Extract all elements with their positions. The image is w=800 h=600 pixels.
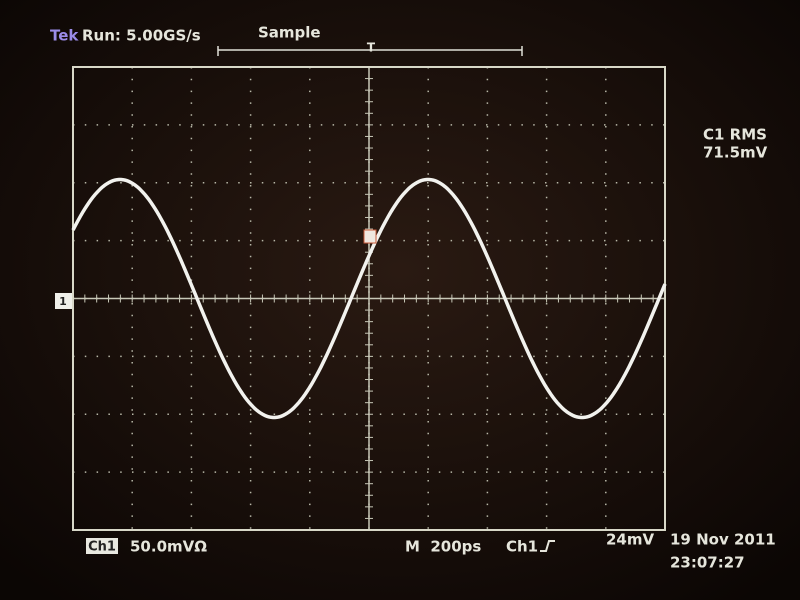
waveform <box>71 177 667 420</box>
channel-marker-box <box>55 293 72 309</box>
channel-box <box>86 538 118 554</box>
trigger-slope-icon <box>540 540 555 552</box>
timebase: M 200ps <box>405 538 481 556</box>
vertical-scale: 50.0mVΩ <box>130 538 207 556</box>
run-status: Run: 5.00GS/s <box>82 27 201 45</box>
channel-marker: 1 <box>59 295 67 308</box>
graticule-border <box>72 66 666 531</box>
trigger-position: T <box>367 41 376 55</box>
channel-label: Ch1 <box>88 540 116 555</box>
date: 19 Nov 2011 <box>670 531 776 549</box>
brand: Tek <box>50 27 79 45</box>
trigger-source: Ch1 <box>506 538 538 556</box>
record-bracket <box>217 46 523 56</box>
trigger-level: 24mV <box>606 531 655 549</box>
acquisition-mode: Sample <box>258 24 321 42</box>
measurement-label: C1 RMS <box>703 126 767 144</box>
trigger-level-marker <box>363 229 377 244</box>
time: 23:07:27 <box>670 554 745 572</box>
measurement-value: 71.5mV <box>703 144 768 162</box>
